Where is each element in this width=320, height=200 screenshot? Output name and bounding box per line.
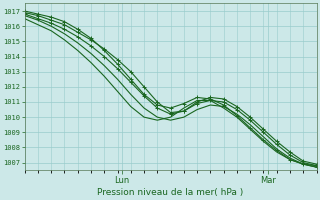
X-axis label: Pression niveau de la mer( hPa ): Pression niveau de la mer( hPa )	[98, 188, 244, 197]
